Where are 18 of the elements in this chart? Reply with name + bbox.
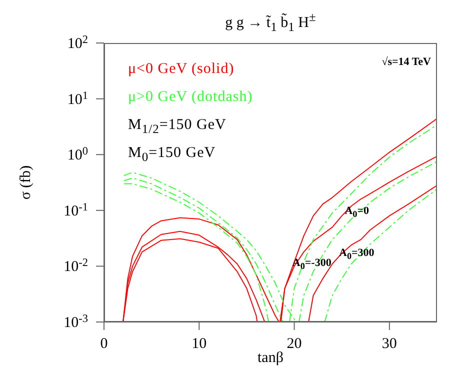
annotation: M$_{0}$=150 GeV xyxy=(128,145,216,165)
annotation: μ>0 GeV (dotdash) xyxy=(128,89,253,106)
x-axis-title: tanβ xyxy=(258,350,284,366)
annotation: μ<0 GeV (solid) xyxy=(128,61,234,78)
y-tick-label: 10$^{-1}$ xyxy=(64,201,88,220)
annotation: M$_{1/2}$=150 GeV xyxy=(128,117,226,137)
y-tick-label: 10$^{-3}$ xyxy=(64,312,88,331)
x-tick-label: 10 xyxy=(192,336,207,352)
x-tick-label: 0 xyxy=(100,336,108,352)
chart-title: g g → t̃$_{1}$ b̃$_{1}$ H$^{±}$ xyxy=(224,10,317,35)
annotation: √s=14 TeV xyxy=(382,56,431,68)
x-tick-label: 20 xyxy=(286,336,302,352)
y-tick-label: 10$^{2}$ xyxy=(67,34,88,52)
x-tick-label: 30 xyxy=(382,336,397,352)
y-tick-label: 10$^{1}$ xyxy=(67,90,88,108)
y-tick-label: 10$^{-2}$ xyxy=(64,257,88,276)
y-axis-title: σ (fb) xyxy=(18,165,34,200)
y-tick-label: 10$^{0}$ xyxy=(67,146,88,164)
